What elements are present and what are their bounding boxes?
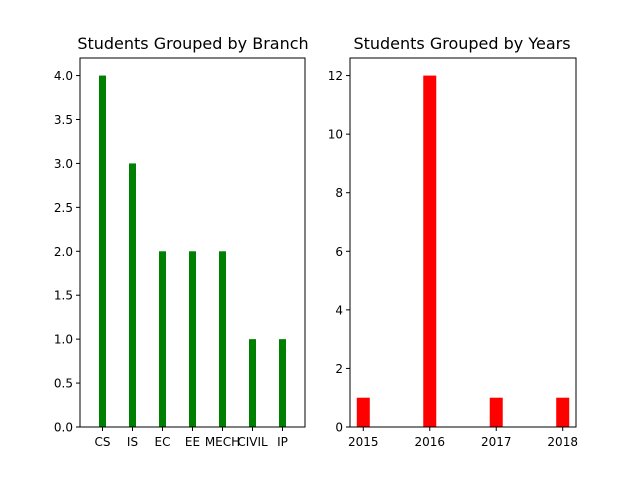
years-xtick-label: 2018 — [547, 435, 578, 449]
branch-ytick-label: 1.5 — [54, 289, 73, 303]
branch-ytick-label: 4.0 — [54, 69, 73, 83]
years-ytick-label: 12 — [328, 69, 343, 83]
branch-bar-cs — [99, 75, 106, 427]
branch-ytick-label: 0.0 — [54, 421, 73, 435]
branch-xtick-label: CS — [95, 435, 111, 449]
branch-xtick-label: MECH — [205, 435, 240, 449]
years-bars — [356, 75, 570, 427]
branch-y-axis: 0.0 0.5 1.0 1.5 2.0 2.5 3.0 3.5 4.0 — [54, 69, 80, 435]
years-plot-frame — [349, 57, 577, 428]
branch-ytick-label: 2.0 — [54, 245, 73, 259]
branch-bar-ip — [279, 339, 286, 427]
branch-bars — [99, 75, 286, 427]
years-xtick-label: 2017 — [481, 435, 512, 449]
years-ytick-label: 2 — [335, 362, 343, 376]
years-ytick-label: 4 — [335, 303, 343, 317]
years-x-axis: 2015 2016 2017 2018 — [348, 427, 578, 449]
years-ytick-label: 8 — [335, 186, 343, 200]
years-chart: Students Grouped by Years 0 2 4 6 8 10 12 2015… — [328, 34, 578, 449]
branch-xtick-label: EE — [185, 435, 200, 449]
branch-xtick-label: IS — [127, 435, 138, 449]
branch-bar-mech — [219, 251, 226, 427]
years-bar-2017 — [489, 397, 503, 427]
branch-chart-title: Students Grouped by Branch — [77, 34, 308, 53]
years-ytick-label: 6 — [335, 245, 343, 259]
branch-chart: Students Grouped by Branch 0.0 0.5 1.0 1.5 2… — [54, 34, 309, 449]
years-bar-2016 — [423, 75, 437, 427]
years-ytick-label: 0 — [335, 421, 343, 435]
branch-xtick-label: EC — [155, 435, 171, 449]
branch-bar-ee — [189, 251, 196, 427]
years-bar-2018 — [556, 397, 570, 427]
branch-ytick-label: 0.5 — [54, 377, 73, 391]
branch-bar-civil — [249, 339, 256, 427]
years-ytick-label: 10 — [328, 128, 343, 142]
branch-ytick-label: 3.5 — [54, 113, 73, 127]
branch-plot-frame — [79, 57, 306, 428]
years-xtick-label: 2015 — [348, 435, 379, 449]
branch-ytick-label: 3.0 — [54, 157, 73, 171]
branch-bar-ec — [159, 251, 166, 427]
branch-ytick-label: 2.5 — [54, 201, 73, 215]
branch-bar-is — [129, 163, 136, 427]
years-bar-2015 — [356, 397, 370, 427]
years-y-axis: 0 2 4 6 8 10 12 — [328, 69, 350, 435]
years-xtick-label: 2016 — [414, 435, 445, 449]
branch-ytick-label: 1.0 — [54, 333, 73, 347]
branch-xtick-label: CIVIL — [237, 435, 268, 449]
years-chart-title: Students Grouped by Years — [353, 34, 570, 53]
branch-xtick-label: IP — [277, 435, 288, 449]
